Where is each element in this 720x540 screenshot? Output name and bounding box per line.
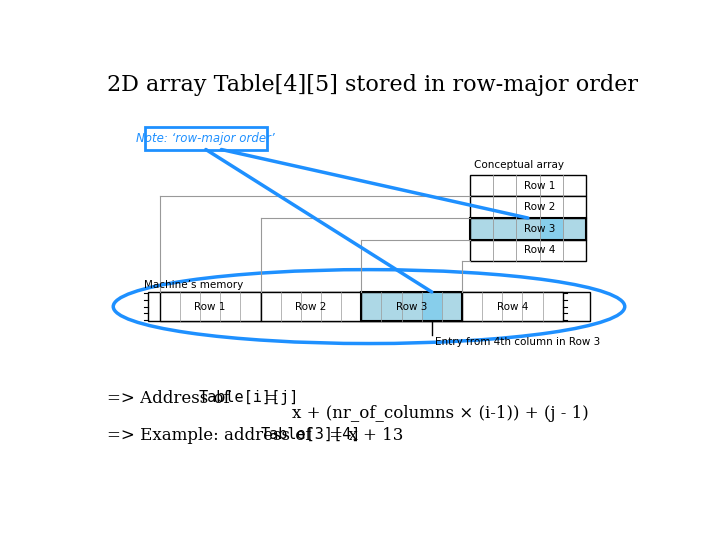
Text: Row 3: Row 3	[396, 301, 427, 312]
FancyBboxPatch shape	[145, 127, 266, 150]
Text: Machine’s memory: Machine’s memory	[144, 280, 243, 289]
Text: Row 3: Row 3	[524, 224, 555, 234]
Text: Row 4: Row 4	[497, 301, 528, 312]
Bar	[469, 218, 586, 240]
Text: => Example: address of: => Example: address of	[107, 427, 317, 444]
Text: Row 1: Row 1	[524, 181, 555, 191]
Bar	[361, 292, 462, 321]
Bar	[148, 292, 590, 321]
Text: Entry from 4th column in Row 3: Entry from 4th column in Row 3	[435, 336, 600, 347]
Text: Row 4: Row 4	[524, 245, 555, 255]
Text: Conceptual array: Conceptual array	[474, 160, 564, 170]
Text: 2D array Table[4][5] stored in row-major order: 2D array Table[4][5] stored in row-major…	[107, 74, 638, 96]
Bar	[261, 292, 361, 321]
Text: x + (nr_of_columns × (i-1)) + (j - 1): x + (nr_of_columns × (i-1)) + (j - 1)	[292, 405, 588, 422]
Text: Note: ‘row-major order’: Note: ‘row-major order’	[137, 132, 275, 145]
Bar	[462, 292, 563, 321]
Text: Row 2: Row 2	[295, 301, 327, 312]
Bar	[361, 292, 462, 321]
Bar	[160, 292, 261, 321]
Text: =: =	[259, 390, 278, 407]
Text: Row 1: Row 1	[194, 301, 226, 312]
Bar	[469, 197, 586, 218]
Text: Row 2: Row 2	[524, 202, 555, 212]
Bar	[539, 218, 563, 240]
Text: => Address of: => Address of	[107, 390, 235, 407]
Bar	[422, 292, 442, 321]
Text: Table[i][j]: Table[i][j]	[199, 390, 299, 405]
Bar	[469, 240, 586, 261]
Text: Table[3][4]: Table[3][4]	[261, 427, 361, 442]
Bar	[469, 175, 586, 197]
Bar	[469, 218, 586, 240]
Text: = x + 13: = x + 13	[324, 427, 403, 444]
